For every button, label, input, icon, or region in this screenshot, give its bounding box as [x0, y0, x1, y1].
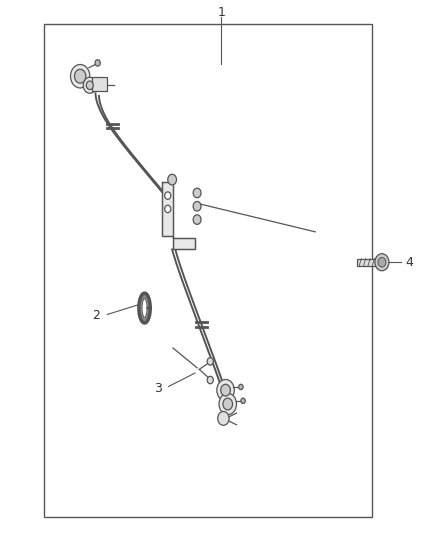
Circle shape: [218, 411, 229, 425]
Circle shape: [207, 376, 213, 384]
Text: 4: 4: [406, 256, 413, 269]
Circle shape: [71, 64, 90, 88]
Circle shape: [193, 201, 201, 211]
Circle shape: [165, 192, 171, 199]
Circle shape: [193, 215, 201, 224]
Circle shape: [165, 205, 171, 213]
Bar: [44, 24, 372, 517]
Circle shape: [86, 81, 93, 90]
Circle shape: [207, 358, 213, 365]
Bar: [357, 259, 381, 266]
Circle shape: [223, 398, 233, 410]
Text: 1: 1: [217, 6, 225, 19]
Circle shape: [375, 254, 389, 271]
Polygon shape: [162, 182, 195, 249]
Circle shape: [219, 393, 237, 415]
Circle shape: [168, 174, 177, 185]
Polygon shape: [142, 298, 147, 318]
Text: 3: 3: [154, 382, 162, 394]
Circle shape: [241, 398, 245, 403]
Circle shape: [95, 60, 100, 66]
Circle shape: [193, 188, 201, 198]
Circle shape: [221, 384, 230, 396]
Circle shape: [83, 77, 96, 93]
Circle shape: [217, 379, 234, 401]
Text: 2: 2: [92, 309, 100, 322]
Circle shape: [74, 69, 86, 83]
Circle shape: [378, 257, 386, 267]
Bar: [92, 77, 107, 91]
Polygon shape: [139, 293, 150, 323]
Circle shape: [239, 384, 243, 390]
